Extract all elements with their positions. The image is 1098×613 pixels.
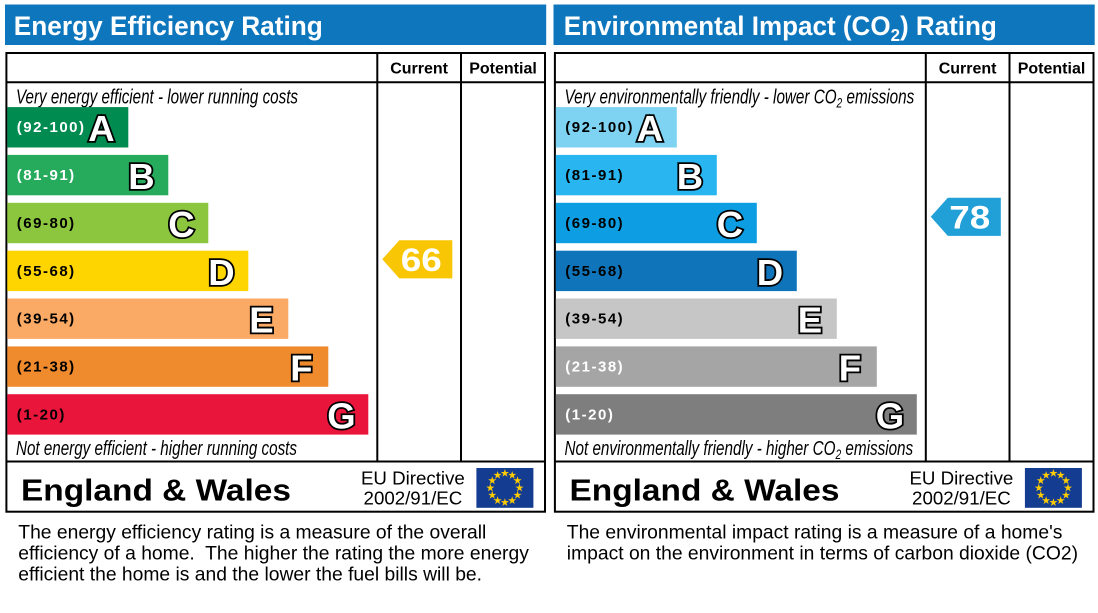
svg-text:(81-91): (81-91)	[565, 167, 624, 184]
svg-text:(69-80): (69-80)	[565, 215, 624, 232]
svg-text:B: B	[677, 156, 703, 197]
svg-text:(39-54): (39-54)	[17, 311, 76, 328]
svg-text:66: 66	[401, 242, 442, 278]
svg-text:(21-38): (21-38)	[17, 358, 76, 375]
svg-text:Potential: Potential	[469, 61, 537, 78]
svg-text:(55-68): (55-68)	[17, 263, 76, 280]
svg-text:F: F	[290, 347, 312, 388]
svg-text:(21-38): (21-38)	[565, 358, 624, 375]
svg-text:efficiency of a home. The hig: efficiency of a home. The higher the rat…	[18, 544, 529, 565]
svg-text:B: B	[128, 156, 154, 197]
svg-text:(1-20): (1-20)	[565, 406, 614, 423]
svg-text:2002/91/EC: 2002/91/EC	[364, 488, 463, 509]
svg-text:2002/91/EC: 2002/91/EC	[912, 488, 1011, 509]
svg-text:Not environmentally friendly -: Not environmentally friendly - higher CO…	[565, 437, 914, 462]
svg-text:Current: Current	[939, 61, 997, 78]
svg-text:F: F	[839, 347, 861, 388]
svg-text:EU Directive: EU Directive	[361, 468, 465, 489]
svg-text:The energy efficiency rating i: The energy efficiency rating is a measur…	[18, 523, 486, 544]
svg-text:G: G	[327, 395, 355, 436]
svg-text:Current: Current	[390, 61, 448, 78]
svg-text:(55-68): (55-68)	[565, 263, 624, 280]
svg-text:(92-100): (92-100)	[565, 119, 634, 136]
svg-text:D: D	[757, 252, 783, 293]
svg-text:(39-54): (39-54)	[565, 311, 624, 328]
svg-text:C: C	[168, 204, 194, 245]
svg-text:The environmental impact ratin: The environmental impact rating is a mea…	[567, 523, 1063, 544]
svg-text:78: 78	[949, 200, 990, 236]
svg-text:G: G	[876, 395, 904, 436]
svg-text:Potential: Potential	[1018, 61, 1086, 78]
svg-text:efficient the home is and the: efficient the home is and the lower the …	[18, 565, 482, 586]
svg-text:England & Wales: England & Wales	[21, 473, 291, 508]
svg-text:(92-100): (92-100)	[17, 119, 86, 136]
svg-text:Very energy efficient - lower: Very energy efficient - lower running co…	[16, 86, 298, 108]
svg-text:E: E	[798, 300, 822, 341]
svg-text:England & Wales: England & Wales	[570, 473, 840, 508]
svg-text:Not energy efficient - higher: Not energy efficient - higher running co…	[16, 438, 297, 460]
svg-text:EU Directive: EU Directive	[909, 468, 1013, 489]
svg-text:Energy Efficiency Rating: Energy Efficiency Rating	[14, 11, 323, 41]
svg-text:(81-91): (81-91)	[17, 167, 76, 184]
svg-text:Very environmentally friendly: Very environmentally friendly - lower CO…	[565, 85, 915, 110]
svg-text:A: A	[88, 108, 114, 149]
svg-text:D: D	[208, 252, 234, 293]
svg-text:A: A	[637, 108, 663, 149]
svg-text:Environmental Impact (CO2) Rat: Environmental Impact (CO2) Rating	[564, 11, 997, 45]
svg-text:(69-80): (69-80)	[17, 215, 76, 232]
svg-text:impact on the environment in t: impact on the environment in terms of ca…	[567, 544, 1078, 565]
svg-text:C: C	[717, 204, 743, 245]
svg-text:E: E	[249, 300, 273, 341]
svg-text:(1-20): (1-20)	[17, 406, 66, 423]
